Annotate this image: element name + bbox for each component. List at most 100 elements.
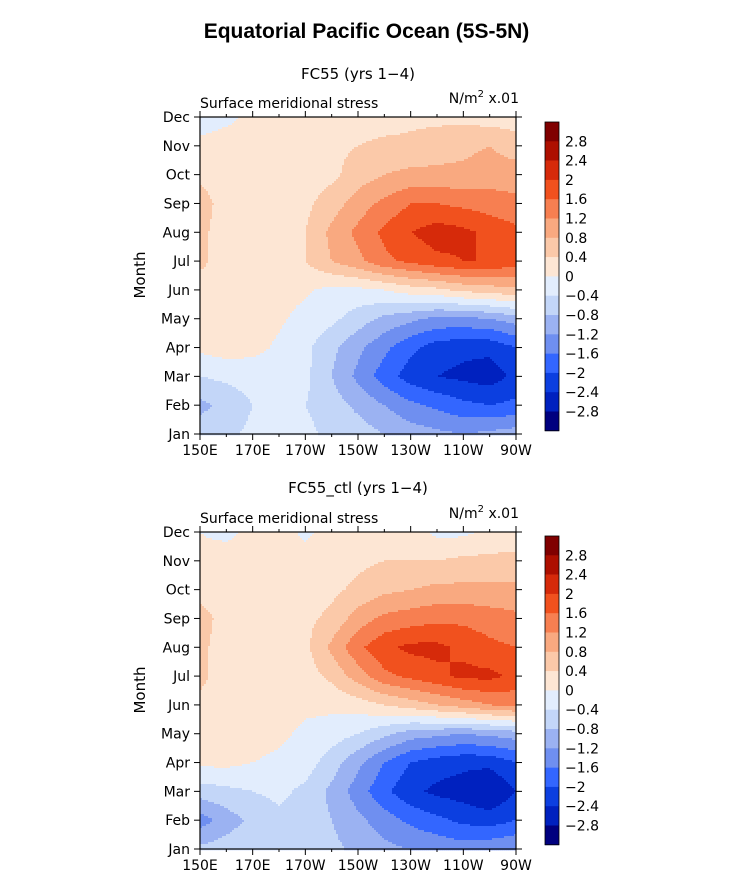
- contour-cell: [316, 121, 318, 123]
- contour-cell: [354, 119, 356, 121]
- contour-cell: [424, 137, 426, 139]
- contour-cell: [354, 137, 356, 139]
- contour-cell: [438, 137, 440, 139]
- contour-cell: [218, 133, 220, 135]
- contour-cell: [352, 123, 354, 125]
- contour-cell: [504, 139, 506, 141]
- contour-cell: [280, 121, 282, 123]
- contour-cell: [238, 141, 240, 143]
- contour-cell: [504, 125, 506, 127]
- contour-cell: [494, 127, 496, 129]
- contour-cell: [396, 133, 398, 135]
- contour-cell: [352, 129, 354, 131]
- contour-cell: [512, 121, 514, 123]
- contour-cell: [424, 119, 426, 121]
- contour-cell: [424, 125, 426, 127]
- contour-cell: [410, 125, 412, 127]
- contour-cell: [284, 131, 286, 133]
- contour-cell: [502, 131, 504, 133]
- contour-cell: [502, 139, 504, 141]
- contour-cell: [350, 133, 352, 135]
- contour-cell: [332, 131, 334, 133]
- contour-cell: [402, 123, 404, 125]
- contour-cell: [306, 129, 308, 131]
- contour-cell: [216, 129, 218, 131]
- contour-cell: [252, 135, 254, 137]
- contour-cell: [422, 139, 424, 141]
- contour-cell: [384, 123, 386, 125]
- contour-cell: [220, 123, 222, 125]
- contour-cell: [434, 135, 436, 137]
- contour-cell: [290, 121, 292, 123]
- panel-1-title: FC55 (yrs 1−4): [301, 65, 415, 83]
- contour-cell: [412, 131, 414, 133]
- contour-cell: [416, 121, 418, 123]
- contour-cell: [436, 123, 438, 125]
- contour-cell: [290, 139, 292, 141]
- contour-cell: [222, 127, 224, 129]
- contour-cell: [366, 135, 368, 137]
- contour-cell: [248, 121, 250, 123]
- contour-cell: [204, 129, 206, 131]
- contour-cell: [478, 133, 480, 135]
- contour-cell: [224, 127, 226, 129]
- contour-cell: [252, 127, 254, 129]
- contour-cell: [338, 133, 340, 135]
- contour-cell: [372, 137, 374, 139]
- contour-cell: [388, 139, 390, 141]
- contour-cell: [220, 119, 222, 121]
- contour-cell: [286, 121, 288, 123]
- contour-cell: [378, 135, 380, 137]
- contour-cell: [466, 131, 468, 133]
- contour-cell: [292, 125, 294, 127]
- contour-cell: [490, 119, 492, 121]
- contour-cell: [248, 135, 250, 137]
- contour-cell: [364, 141, 366, 143]
- contour-cell: [412, 125, 414, 127]
- contour-cell: [328, 141, 330, 143]
- contour-cell: [234, 141, 236, 143]
- contour-cell: [220, 129, 222, 131]
- contour-cell: [476, 131, 478, 133]
- contour-cell: [362, 129, 364, 131]
- contour-cell: [340, 123, 342, 125]
- contour-cell: [234, 133, 236, 135]
- contour-cell: [390, 127, 392, 129]
- contour-cell: [202, 125, 204, 127]
- contour-cell: [272, 133, 274, 135]
- contour-cell: [392, 123, 394, 125]
- contour-cell: [470, 137, 472, 139]
- contour-cell: [418, 127, 420, 129]
- contour-cell: [266, 129, 268, 131]
- contour-cell: [490, 137, 492, 139]
- contour-cell: [302, 133, 304, 135]
- contour-cell: [280, 133, 282, 135]
- contour-cell: [286, 127, 288, 129]
- contour-cell: [344, 129, 346, 131]
- contour-cell: [270, 137, 272, 139]
- contour-cell: [318, 137, 320, 139]
- contour-cell: [322, 125, 324, 127]
- contour-cell: [356, 125, 358, 127]
- contour-cell: [388, 129, 390, 131]
- contour-cell: [460, 123, 462, 125]
- contour-cell: [362, 137, 364, 139]
- contour-cell: [324, 125, 326, 127]
- contour-cell: [206, 131, 208, 133]
- contour-cell: [246, 141, 248, 143]
- contour-cell: [422, 131, 424, 133]
- contour-cell: [382, 139, 384, 141]
- contour-cell: [368, 135, 370, 137]
- contour-cell: [464, 125, 466, 127]
- contour-cell: [216, 127, 218, 129]
- contour-cell: [214, 133, 216, 135]
- contour-cell: [268, 141, 270, 143]
- contour-cell: [240, 133, 242, 135]
- contour-cell: [460, 119, 462, 121]
- contour-cell: [304, 135, 306, 137]
- contour-cell: [386, 131, 388, 133]
- contour-cell: [504, 127, 506, 129]
- contour-cell: [484, 137, 486, 139]
- contour-cell: [420, 127, 422, 129]
- contour-cell: [296, 131, 298, 133]
